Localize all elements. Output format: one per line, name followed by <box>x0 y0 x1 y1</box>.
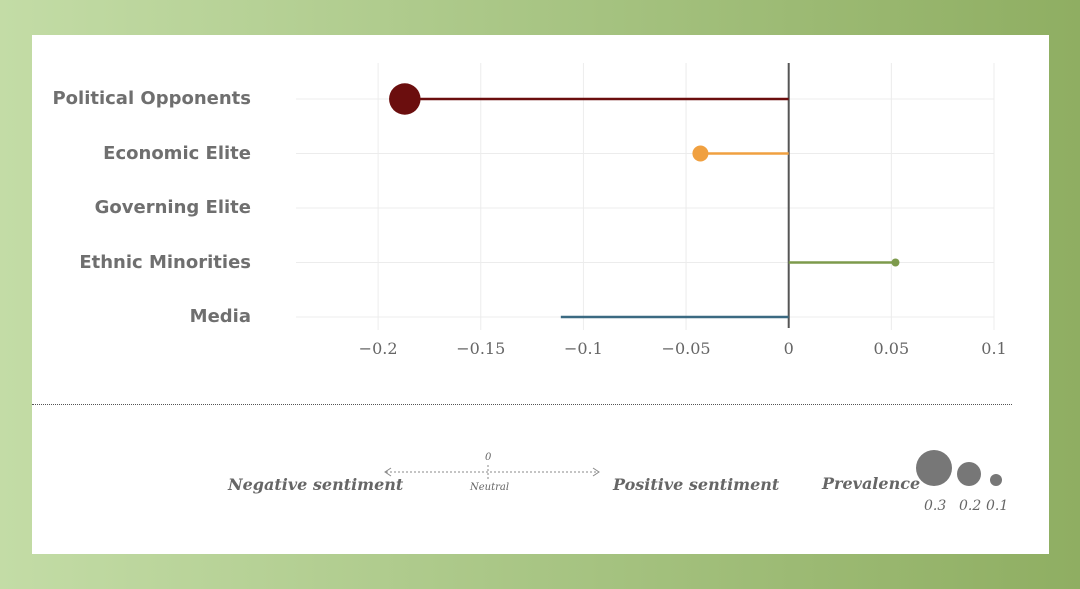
size-label-0-3: 0.3 <box>924 498 947 514</box>
category-label: Ethnic Minorities <box>79 251 251 273</box>
legend-divider <box>32 404 1012 405</box>
point-0 <box>389 83 421 115</box>
legend-neutral-label: Neutral <box>470 482 510 493</box>
category-label: Media <box>189 306 251 327</box>
point-1 <box>692 145 709 162</box>
legend-negative-label: Negative sentiment <box>228 475 404 494</box>
point-3 <box>891 258 900 267</box>
x-tick-label: 0.1 <box>981 339 1007 358</box>
size-label-0-1: 0.1 <box>986 498 1009 514</box>
x-tick-label: −0.1 <box>563 339 603 358</box>
legend-size-circles <box>916 450 1002 486</box>
legend-zero-label: 0 <box>485 452 492 463</box>
category-label: Governing Elite <box>94 197 251 218</box>
legend-prevalence-title: Prevalence <box>822 474 921 493</box>
size-label-0-2: 0.2 <box>959 498 982 514</box>
category-label: Political Opponents <box>52 88 251 109</box>
chart-plot <box>296 63 995 330</box>
size-circle-small <box>990 474 1002 486</box>
x-tick-label: −0.2 <box>358 339 398 358</box>
size-circle-medium <box>957 462 981 486</box>
x-tick-label: 0 <box>783 339 794 358</box>
legend-neutral-axis <box>384 465 600 481</box>
chart-card: Political Opponents Economic Elite Governi… <box>32 35 1049 554</box>
x-tick-label: −0.15 <box>456 339 506 358</box>
category-label: Economic Elite <box>103 142 251 164</box>
legend-positive-label: Positive sentiment <box>613 475 780 494</box>
x-tick-label: −0.05 <box>661 339 711 358</box>
size-circle-large <box>916 450 952 486</box>
x-tick-label: 0.05 <box>873 339 910 358</box>
